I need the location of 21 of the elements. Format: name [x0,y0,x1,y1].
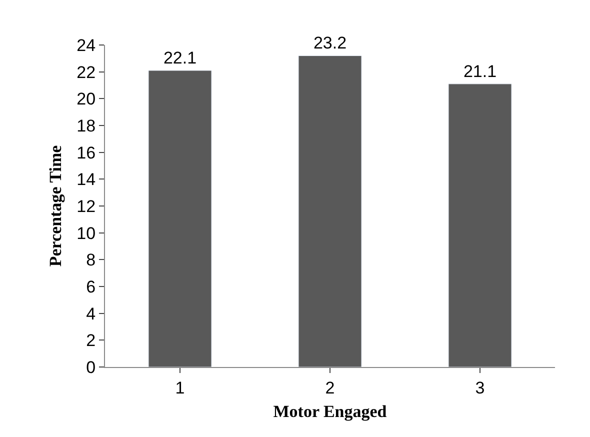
x-tick-label: 1 [175,378,185,398]
y-tick-label: 12 [76,196,96,216]
y-tick-label: 22 [76,62,96,82]
x-axis-title: Motor Engaged [273,402,388,421]
y-tick-label: 0 [86,358,96,377]
data-label: 23.2 [313,34,347,53]
x-tick-label: 2 [325,378,335,398]
y-tick-label: 16 [76,143,96,162]
y-tick-label: 18 [76,116,96,136]
y-tick-label: 20 [76,90,96,109]
x-tick-label: 3 [475,378,485,398]
data-label: 22.1 [163,48,197,68]
y-tick-label: 6 [86,277,96,296]
y-tick-label: 8 [86,250,96,270]
y-tick-label: 4 [86,304,96,324]
y-tick-label: 10 [76,224,96,243]
y-tick-label: 24 [76,36,96,55]
y-tick-label: 2 [86,331,96,350]
data-label: 21.1 [463,62,497,81]
y-tick-label: 14 [76,170,96,190]
y-axis-title: Percentage Time [46,144,66,267]
